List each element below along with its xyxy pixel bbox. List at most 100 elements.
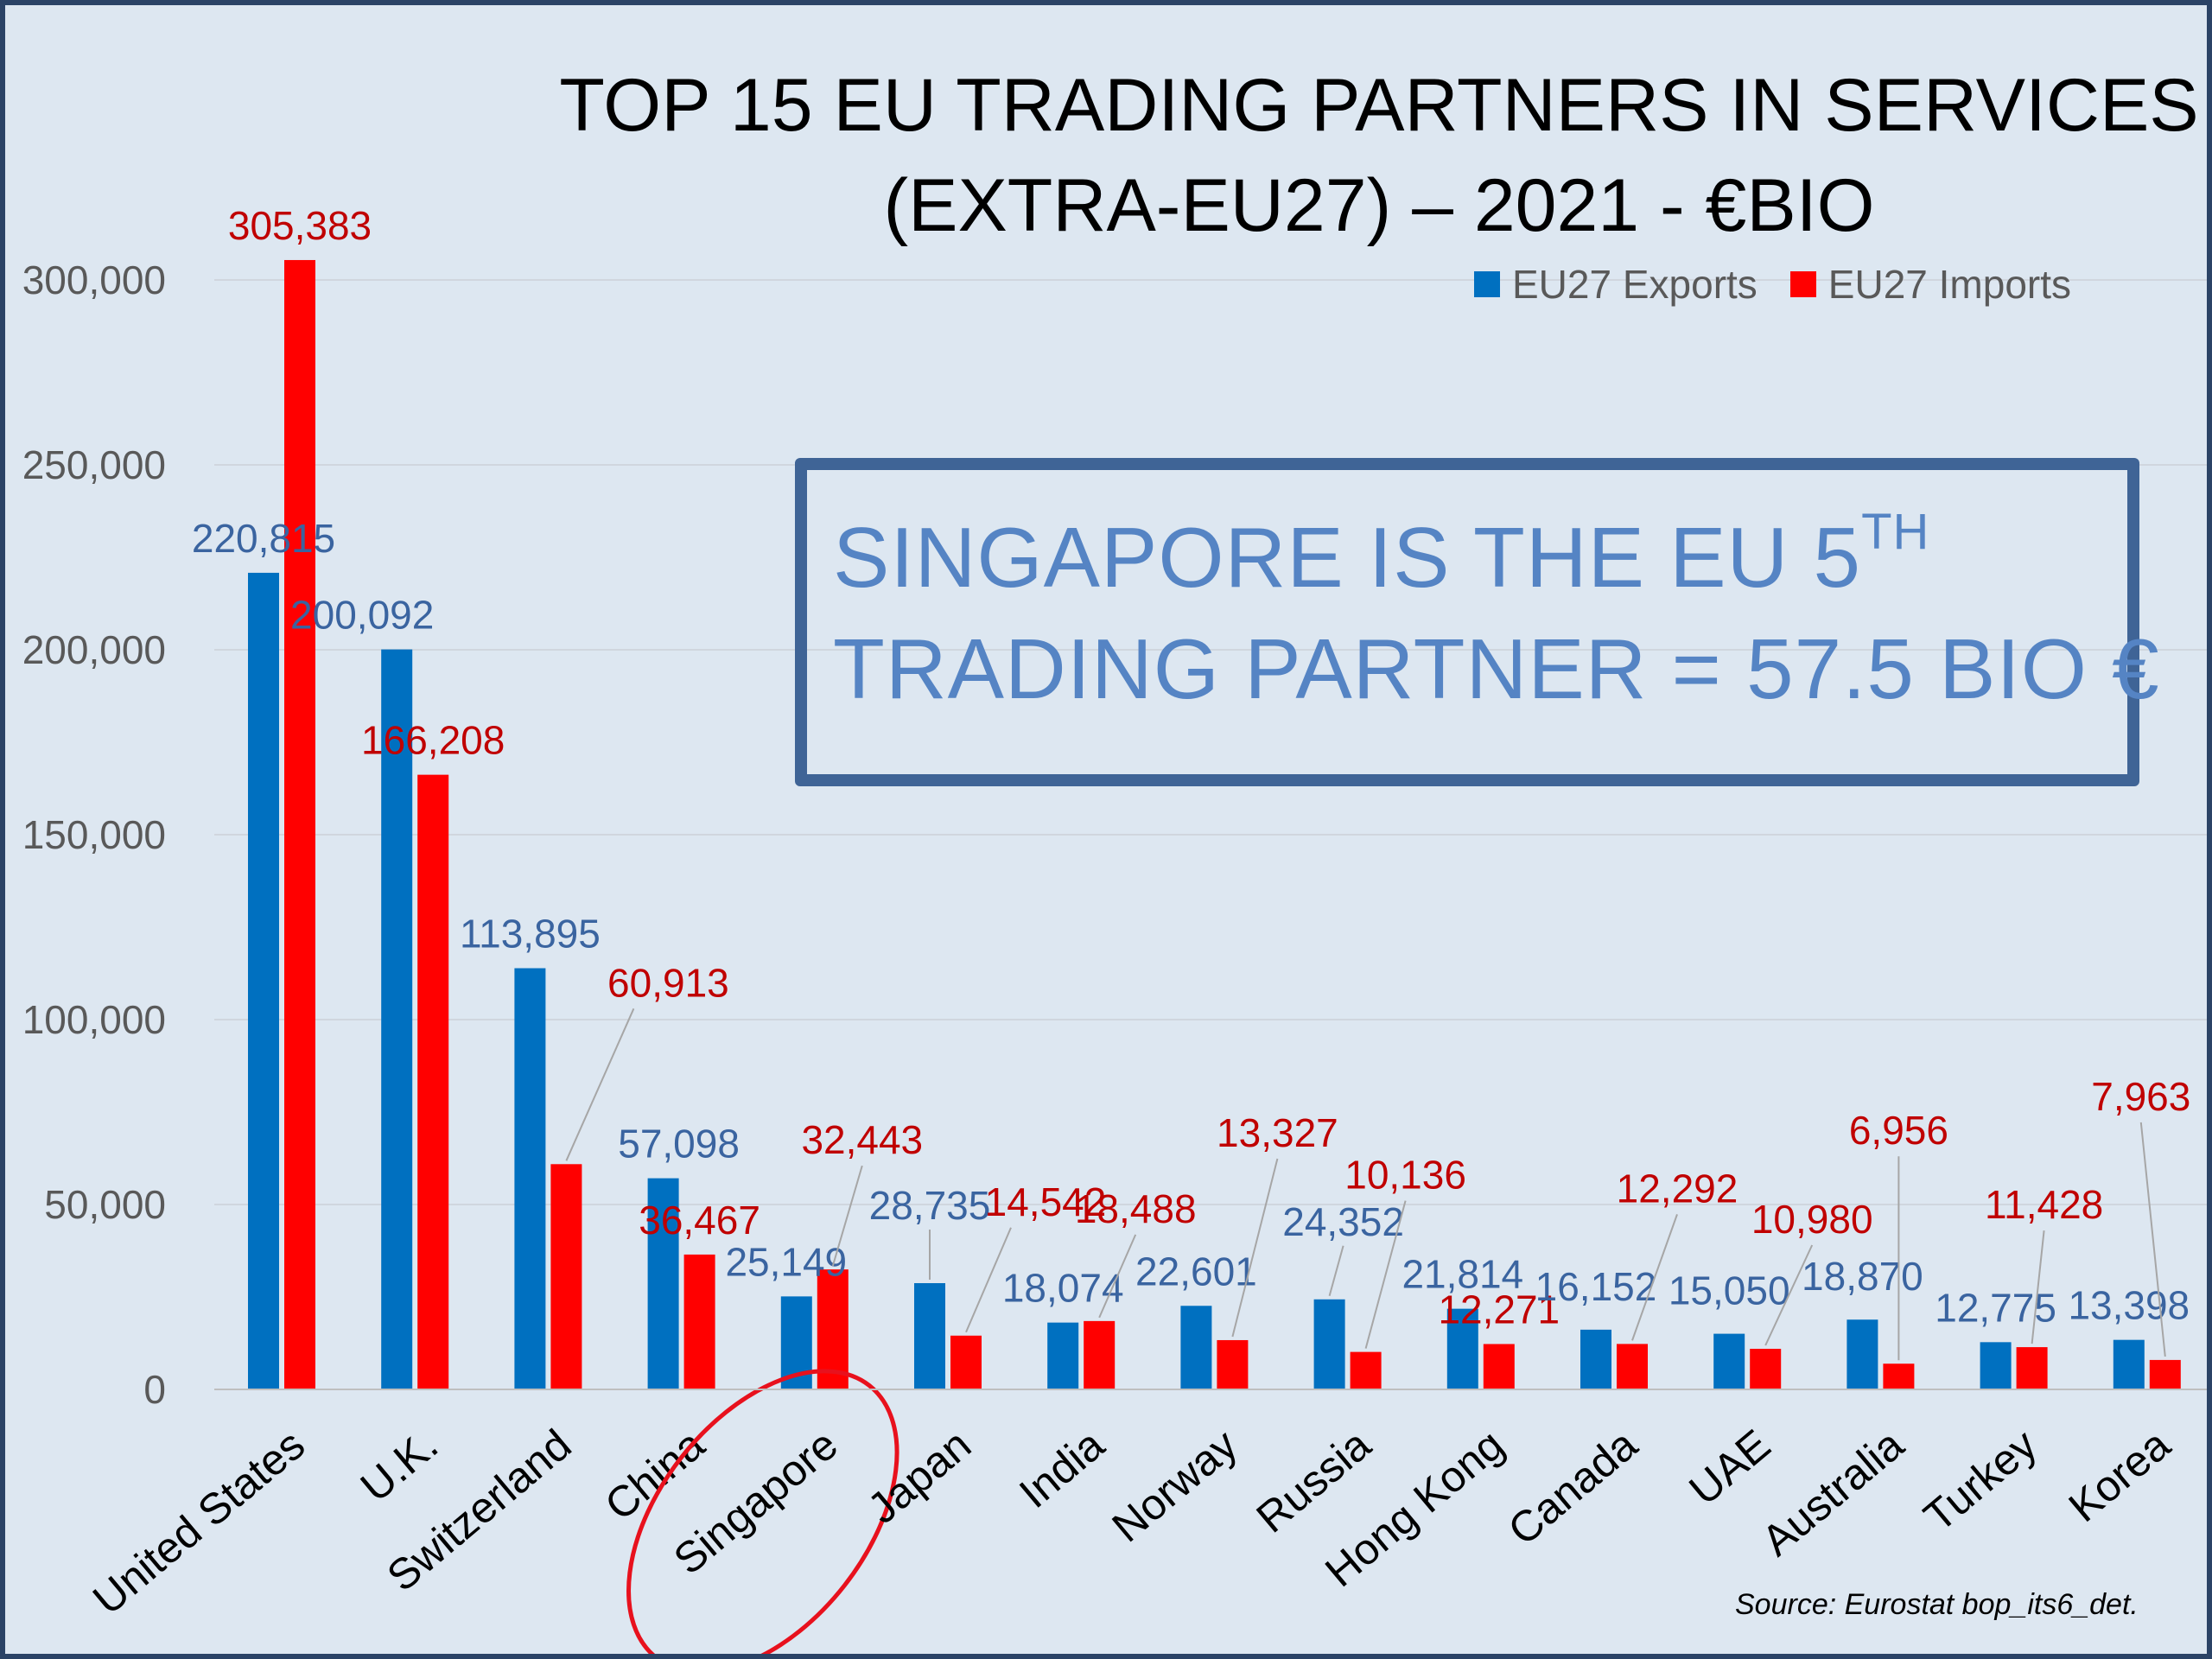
data-label-imports-13: 11,428 — [1985, 1182, 2103, 1227]
data-label-imports-12: 6,956 — [1849, 1108, 1948, 1153]
legend-item-exports: EU27 Exports — [1474, 261, 1758, 308]
source-note: Source: Eurostat bop_its6_det. — [1735, 1588, 2139, 1621]
y-tick-label: 50,000 — [44, 1182, 166, 1227]
bar-exports-0 — [248, 572, 279, 1389]
bar-exports-6 — [1047, 1322, 1079, 1389]
leader-line-imports — [2031, 1230, 2045, 1344]
chart-title-line2: (EXTRA-EU27) – 2021 - €BIO — [883, 164, 1875, 247]
highlight-ellipse — [626, 1369, 899, 1654]
bar-exports-7 — [1180, 1306, 1212, 1389]
leader-line-imports — [1631, 1214, 1678, 1341]
category-label-1: U.K. — [352, 1421, 447, 1511]
bar-exports-3 — [647, 1178, 679, 1389]
bar-imports-0 — [284, 259, 315, 1390]
callout-line1-sup: TH — [1861, 504, 1930, 560]
category-label-6: India — [1010, 1420, 1113, 1517]
data-label-exports-7: 22,601 — [1135, 1249, 1257, 1294]
data-label-exports-14: 13,398 — [2068, 1283, 2190, 1328]
legend: EU27 Exports EU27 Imports — [1474, 261, 2104, 308]
category-label-3: China — [596, 1420, 714, 1529]
leader-line-imports — [565, 1007, 635, 1161]
data-label-imports-8: 10,136 — [1344, 1153, 1466, 1198]
data-label-imports-5: 14,542 — [985, 1179, 1107, 1224]
data-label-imports-6: 18,488 — [1075, 1186, 1197, 1231]
data-label-imports-0: 305,383 — [228, 203, 372, 248]
data-label-exports-0: 220,815 — [192, 516, 335, 561]
bar-imports-12 — [1883, 1363, 1915, 1389]
y-tick-label: 200,000 — [22, 627, 166, 672]
bar-exports-12 — [1847, 1319, 1878, 1389]
data-label-exports-12: 18,870 — [1802, 1254, 1923, 1299]
bar-exports-2 — [514, 968, 546, 1389]
leader-line-imports — [965, 1227, 1012, 1333]
category-label-0: United States — [84, 1421, 314, 1624]
bar-exports-11 — [1713, 1333, 1745, 1389]
bar-exports-13 — [1980, 1342, 2012, 1389]
y-tick-label: 150,000 — [22, 812, 166, 857]
bar-exports-14 — [2113, 1339, 2145, 1389]
category-label-14: Korea — [2060, 1420, 2179, 1531]
leader-line-imports — [1098, 1234, 1137, 1319]
data-label-exports-3: 57,098 — [618, 1122, 740, 1166]
bar-imports-8 — [1350, 1351, 1382, 1389]
bar-exports-8 — [1313, 1299, 1345, 1389]
data-label-exports-8: 24,352 — [1282, 1199, 1404, 1244]
data-label-imports-7: 13,327 — [1217, 1110, 1338, 1155]
data-label-exports-11: 15,050 — [1669, 1268, 1790, 1313]
y-tick-label: 300,000 — [22, 257, 166, 302]
bar-imports-2 — [550, 1164, 582, 1389]
bar-imports-1 — [417, 774, 449, 1389]
y-tick-label: 100,000 — [22, 997, 166, 1042]
data-label-imports-2: 60,913 — [607, 960, 729, 1005]
data-label-imports-11: 10,980 — [1751, 1197, 1873, 1242]
bar-imports-7 — [1217, 1339, 1249, 1389]
bar-exports-9 — [1446, 1308, 1478, 1389]
legend-item-imports: EU27 Imports — [1789, 261, 2072, 308]
callout-line1-text: SINGAPORE IS THE EU 5 — [833, 510, 1862, 605]
bar-exports-5 — [914, 1283, 945, 1389]
leader-line-imports — [1231, 1158, 1279, 1338]
data-label-exports-10: 16,152 — [1535, 1264, 1657, 1309]
bar-exports-1 — [381, 649, 413, 1389]
leader-line-imports — [1764, 1244, 1814, 1346]
bar-imports-6 — [1084, 1320, 1116, 1389]
data-label-exports-4: 25,149 — [725, 1239, 847, 1284]
legend-label-exports: EU27 Exports — [1512, 262, 1758, 307]
legend-swatch-exports — [1474, 271, 1500, 297]
data-label-exports-2: 113,895 — [460, 912, 601, 957]
leader-line-exports — [1328, 1245, 1344, 1297]
y-tick-label: 0 — [143, 1367, 166, 1412]
data-label-imports-4: 32,443 — [801, 1117, 923, 1162]
chart-title: TOP 15 EU TRADING PARTNERS IN SERVICES (… — [558, 55, 2200, 256]
bar-chart: 0 50,000 100,000 150,000 200,000 250,000 300,0… — [22, 203, 2207, 1654]
bar-imports-14 — [2149, 1359, 2181, 1389]
bar-exports-10 — [1580, 1329, 1611, 1389]
data-label-imports-14: 7,963 — [2091, 1074, 2190, 1119]
data-label-exports-9: 21,814 — [1402, 1252, 1523, 1297]
bar-imports-13 — [2016, 1347, 2048, 1389]
data-label-imports-9: 12,271 — [1438, 1287, 1560, 1332]
data-label-exports-6: 18,074 — [1002, 1266, 1124, 1311]
bar-imports-3 — [683, 1254, 715, 1389]
leader-line-imports — [1364, 1200, 1407, 1349]
data-label-imports-3: 36,467 — [639, 1198, 760, 1243]
callout-line2: TRADING PARTNER = 57.5 BIO € — [833, 621, 2160, 716]
category-label-10: Canada — [1499, 1420, 1646, 1554]
callout-box: SINGAPORE IS THE EU 5TH TRADING PARTNER … — [795, 458, 2159, 786]
bar-imports-9 — [1483, 1344, 1515, 1389]
chart-frame: 0 50,000 100,000 150,000 200,000 250,000 300,0… — [5, 5, 2207, 1654]
category-label-11: UAE — [1681, 1421, 1780, 1515]
bar-imports-5 — [950, 1335, 982, 1389]
bar-imports-11 — [1750, 1349, 1782, 1389]
data-label-imports-1: 166,208 — [361, 718, 505, 763]
data-label-exports-5: 28,735 — [869, 1183, 991, 1228]
y-tick-label: 250,000 — [22, 442, 166, 487]
data-label-exports-1: 200,092 — [290, 593, 434, 638]
legend-swatch-imports — [1789, 271, 1816, 297]
leader-line-imports — [2139, 1122, 2166, 1357]
bar-imports-10 — [1617, 1344, 1648, 1389]
category-label-12: Australia — [1752, 1420, 1912, 1565]
chart-title-line1: TOP 15 EU TRADING PARTNERS IN SERVICES — [559, 64, 2199, 147]
legend-label-imports: EU27 Imports — [1827, 262, 2072, 307]
leader-line-imports — [831, 1165, 863, 1267]
